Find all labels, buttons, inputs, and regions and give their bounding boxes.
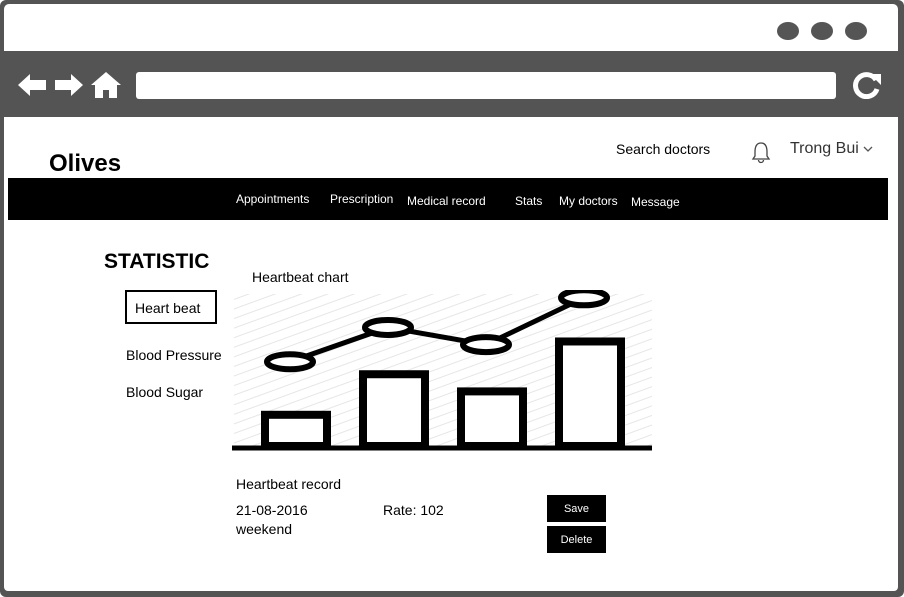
page-title: STATISTIC bbox=[104, 250, 210, 273]
chart-bar bbox=[555, 337, 625, 450]
nav-message[interactable]: Message bbox=[631, 195, 680, 209]
nav-prescription[interactable]: Prescription bbox=[330, 192, 394, 206]
stat-menu-heart-beat[interactable]: Heart beat bbox=[125, 290, 217, 324]
user-menu[interactable]: Trong Bui bbox=[790, 140, 873, 158]
chart-point bbox=[264, 351, 316, 373]
chart-trend-line bbox=[289, 295, 586, 365]
browser-titlebar bbox=[4, 4, 898, 51]
chart-point bbox=[558, 290, 610, 309]
nav-appointments[interactable]: Appointments bbox=[236, 192, 310, 206]
nav-my-doctors[interactable]: My doctors bbox=[559, 194, 618, 208]
save-button[interactable]: Save bbox=[547, 495, 606, 522]
nav-stats[interactable]: Stats bbox=[515, 194, 543, 208]
chart-bar bbox=[261, 410, 331, 451]
record-title: Heartbeat record bbox=[236, 476, 342, 492]
chart-point bbox=[460, 334, 512, 356]
nav-medical-record[interactable]: Medical record bbox=[407, 194, 486, 208]
chart-bar bbox=[359, 370, 429, 450]
address-bar[interactable] bbox=[136, 72, 836, 99]
window-minimize-button[interactable] bbox=[777, 22, 799, 40]
record-rate: Rate: 102 bbox=[383, 502, 444, 518]
forward-arrow-icon[interactable] bbox=[53, 72, 85, 98]
window-close-button[interactable] bbox=[845, 22, 867, 40]
record-day: weekend bbox=[236, 521, 293, 537]
bell-icon[interactable] bbox=[751, 140, 771, 164]
main-nav bbox=[8, 178, 888, 220]
chevron-down-icon bbox=[863, 146, 873, 152]
stat-menu-blood-pressure[interactable]: Blood Pressure bbox=[126, 347, 222, 363]
search-doctors-link[interactable]: Search doctors bbox=[616, 141, 711, 157]
user-name: Trong Bui bbox=[790, 140, 859, 157]
window-maximize-button[interactable] bbox=[811, 22, 833, 40]
home-icon[interactable] bbox=[90, 70, 122, 100]
chart-title: Heartbeat chart bbox=[252, 269, 349, 285]
heartbeat-chart bbox=[232, 290, 652, 451]
stat-menu-label: Heart beat bbox=[135, 300, 201, 316]
stat-menu-blood-sugar[interactable]: Blood Sugar bbox=[126, 384, 204, 400]
chart-bar bbox=[457, 387, 527, 450]
delete-button[interactable]: Delete bbox=[547, 526, 606, 553]
record-date: 21-08-2016 bbox=[236, 502, 308, 518]
refresh-icon[interactable] bbox=[850, 71, 882, 99]
chart-point bbox=[362, 316, 414, 338]
brand-logo[interactable]: Olives bbox=[49, 150, 122, 177]
back-arrow-icon[interactable] bbox=[16, 72, 48, 98]
